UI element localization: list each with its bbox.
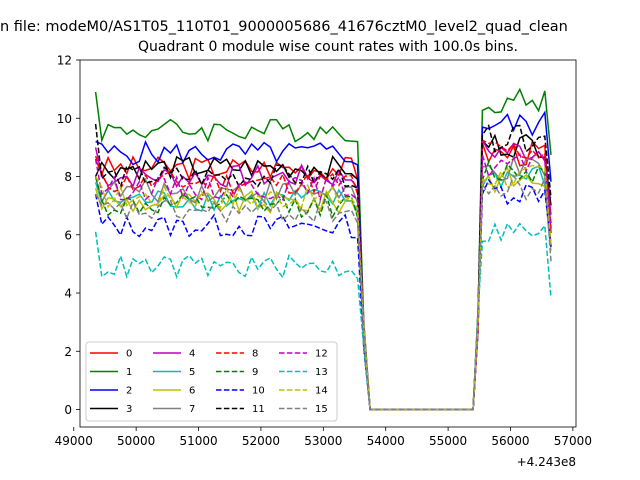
chart-title: Quadrant 0 module wise count rates with … [138, 39, 518, 55]
series-line-11 [94, 123, 552, 411]
legend-label: 14 [315, 386, 328, 397]
x-tick-label: 54000 [367, 434, 405, 448]
x-tick-label: 52000 [242, 434, 280, 448]
legend-label: 10 [252, 386, 265, 397]
y-tick-label: 2 [64, 345, 72, 359]
x-tick-label: 55000 [429, 434, 467, 448]
y-axis: 0 2 4 6 8 10 12 [57, 54, 80, 417]
legend-label: 3 [126, 404, 132, 415]
x-tick-label: 53000 [304, 434, 342, 448]
x-tick-label: 56000 [491, 434, 529, 448]
series-line-1 [94, 87, 552, 411]
x-tick-label: 57000 [554, 434, 592, 448]
legend-label: 9 [252, 367, 258, 378]
legend-label: 15 [315, 404, 328, 415]
legend-label: 0 [126, 349, 132, 360]
y-tick-label: 8 [64, 170, 72, 184]
x-axis: 49000 50000 51000 52000 53000 54000 55000 56000… [55, 427, 592, 448]
series-line-10 [94, 178, 552, 411]
x-tick-label: 50000 [117, 434, 155, 448]
legend-label: 1 [126, 367, 132, 378]
y-tick-label: 12 [57, 54, 72, 68]
x-tick-label: 49000 [55, 434, 93, 448]
y-tick-label: 6 [64, 228, 72, 242]
legend-label: 13 [315, 367, 328, 378]
legend-label: 12 [315, 349, 328, 360]
y-tick-label: 4 [64, 287, 72, 301]
series-line-14 [94, 164, 552, 411]
series-layer [94, 87, 552, 411]
y-tick-label: 0 [64, 403, 72, 417]
legend-label: 7 [189, 404, 195, 415]
legend-label: 4 [189, 349, 195, 360]
x-tick-label: 51000 [179, 434, 217, 448]
legend-label: 5 [189, 367, 195, 378]
plot-frame [79, 59, 577, 428]
legend-label: 11 [252, 404, 265, 415]
x-offset-label: +4.243e8 [517, 455, 576, 469]
figure-suptitle: n file: modeM0/AS1T05_110T01_9000005686_… [0, 19, 568, 35]
series-line-13 [94, 222, 552, 411]
series-line-9 [94, 159, 552, 411]
legend-label: 6 [189, 386, 195, 397]
series-line-15 [94, 174, 552, 411]
y-tick-label: 10 [57, 112, 72, 126]
series-line-8 [94, 139, 552, 411]
legend-label: 2 [126, 386, 132, 397]
legend-label: 8 [252, 349, 258, 360]
legend-box [85, 341, 338, 422]
series-line-2 [95, 110, 552, 411]
